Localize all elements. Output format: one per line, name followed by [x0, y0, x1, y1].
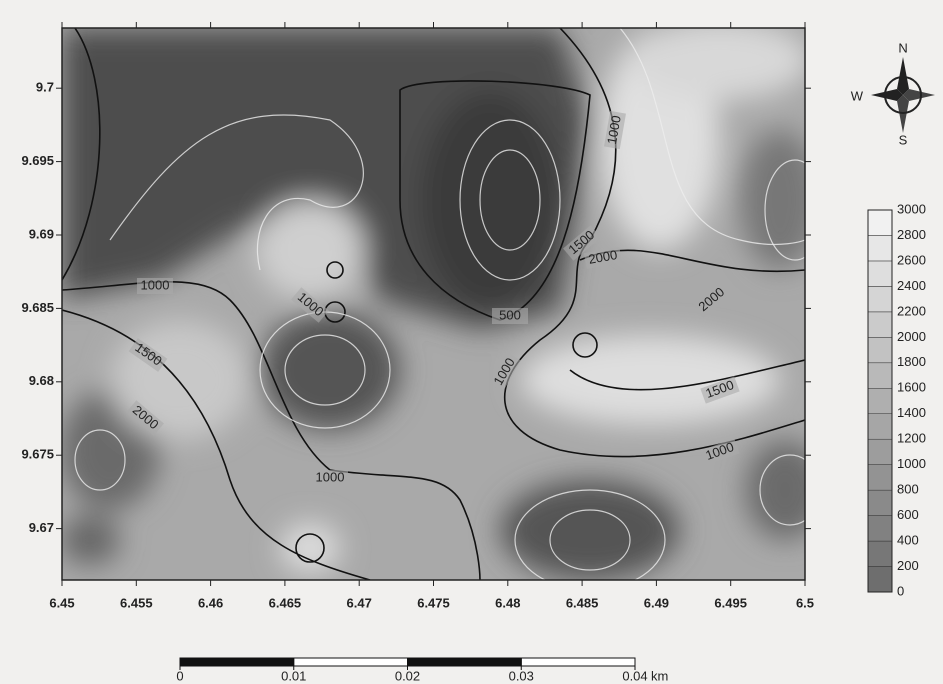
scale-label: 0.02 — [395, 668, 420, 683]
legend-band — [867, 388, 893, 414]
legend-label: 800 — [897, 482, 919, 497]
contour-label-bg — [700, 376, 740, 404]
legend-band — [867, 337, 893, 364]
contour-label-bg — [492, 308, 528, 324]
legend-label: 2200 — [897, 303, 926, 318]
legend-band — [867, 438, 893, 465]
legend-label: 2600 — [897, 252, 926, 267]
contour-label-bg — [126, 400, 164, 436]
legend-label: 2000 — [897, 329, 926, 344]
contour-label-bg — [583, 246, 623, 270]
x-tick-label: 6.485 — [566, 595, 599, 610]
legend-label: 600 — [897, 507, 919, 522]
scale-unit: km — [651, 668, 668, 683]
x-tick-label: 6.5 — [796, 595, 814, 610]
x-tick-label: 6.475 — [417, 595, 450, 610]
x-tick-label: 6.455 — [120, 595, 153, 610]
legend-label: 400 — [897, 533, 919, 548]
contour-label-bg — [312, 470, 348, 486]
x-tick-label: 6.495 — [714, 595, 747, 610]
scale-segment — [293, 657, 408, 667]
scale-label: 0 — [176, 668, 183, 683]
legend-label: 1400 — [897, 405, 926, 420]
contour-label: 1000 — [316, 469, 345, 484]
contour-label: 2000 — [587, 247, 618, 267]
contour-field — [62, 28, 805, 580]
contour-label: 1000 — [141, 277, 170, 292]
scale-segment — [520, 657, 636, 667]
scale-segment — [407, 657, 522, 667]
y-tick-label: 9.685 — [21, 300, 54, 315]
y-tick-label: 9.675 — [21, 447, 54, 462]
compass-s: S — [899, 132, 908, 147]
contour-label-bg — [603, 110, 627, 150]
y-tick-label: 9.68 — [29, 373, 54, 388]
legend-band — [867, 489, 893, 516]
legend-band — [867, 209, 893, 236]
legend-frame — [867, 209, 893, 593]
x-tick-label: 6.46 — [198, 595, 223, 610]
contour-label-bg — [693, 282, 731, 318]
legend-band — [867, 413, 893, 440]
compass-w: W — [851, 88, 864, 103]
legend-band — [867, 515, 893, 542]
legend-label: 200 — [897, 558, 919, 573]
compass-n: N — [898, 40, 907, 55]
x-tick-label: 6.465 — [269, 595, 302, 610]
contour-label-bg — [700, 438, 740, 466]
x-tick-label: 6.49 — [644, 595, 669, 610]
contour-label-bg — [137, 278, 173, 294]
legend-label: 0 — [897, 583, 904, 598]
legend-band — [867, 362, 893, 389]
y-tick-label: 9.695 — [21, 153, 54, 168]
scale-label: 0.03 — [509, 668, 534, 683]
contour-label: 1000 — [604, 114, 624, 145]
legend-label: 1000 — [897, 456, 926, 471]
y-tick-label: 9.69 — [29, 226, 54, 241]
contour-label: 500 — [499, 307, 521, 322]
legend-band — [867, 235, 893, 262]
legend-band — [867, 464, 893, 491]
x-tick-label: 6.48 — [495, 595, 520, 610]
legend-label: 2800 — [897, 227, 926, 242]
legend-band — [867, 540, 893, 567]
legend-label: 1800 — [897, 354, 926, 369]
scale-label: 0.04 — [622, 668, 647, 683]
compass: N S W E — [851, 40, 935, 147]
legend-label: 2400 — [897, 278, 926, 293]
contour-label-bg — [563, 225, 601, 261]
legend-label: 3000 — [897, 201, 926, 216]
scale-label: 0.01 — [281, 668, 306, 683]
scale-segment — [179, 657, 295, 667]
contour-label-bg — [291, 287, 329, 323]
contour-label-bg — [489, 352, 521, 392]
y-tick-label: 9.7 — [36, 80, 54, 95]
x-tick-label: 6.45 — [49, 595, 74, 610]
legend-label: 1200 — [897, 431, 926, 446]
legend-band — [867, 311, 893, 338]
x-tick-label: 6.47 — [347, 595, 372, 610]
legend-band — [867, 286, 893, 313]
legend-label: 1600 — [897, 380, 926, 395]
legend-band — [867, 260, 893, 287]
contour-label-bg — [128, 338, 168, 372]
contour-lines — [62, 28, 805, 580]
legend-band — [867, 566, 893, 593]
y-tick-label: 9.67 — [29, 520, 54, 535]
